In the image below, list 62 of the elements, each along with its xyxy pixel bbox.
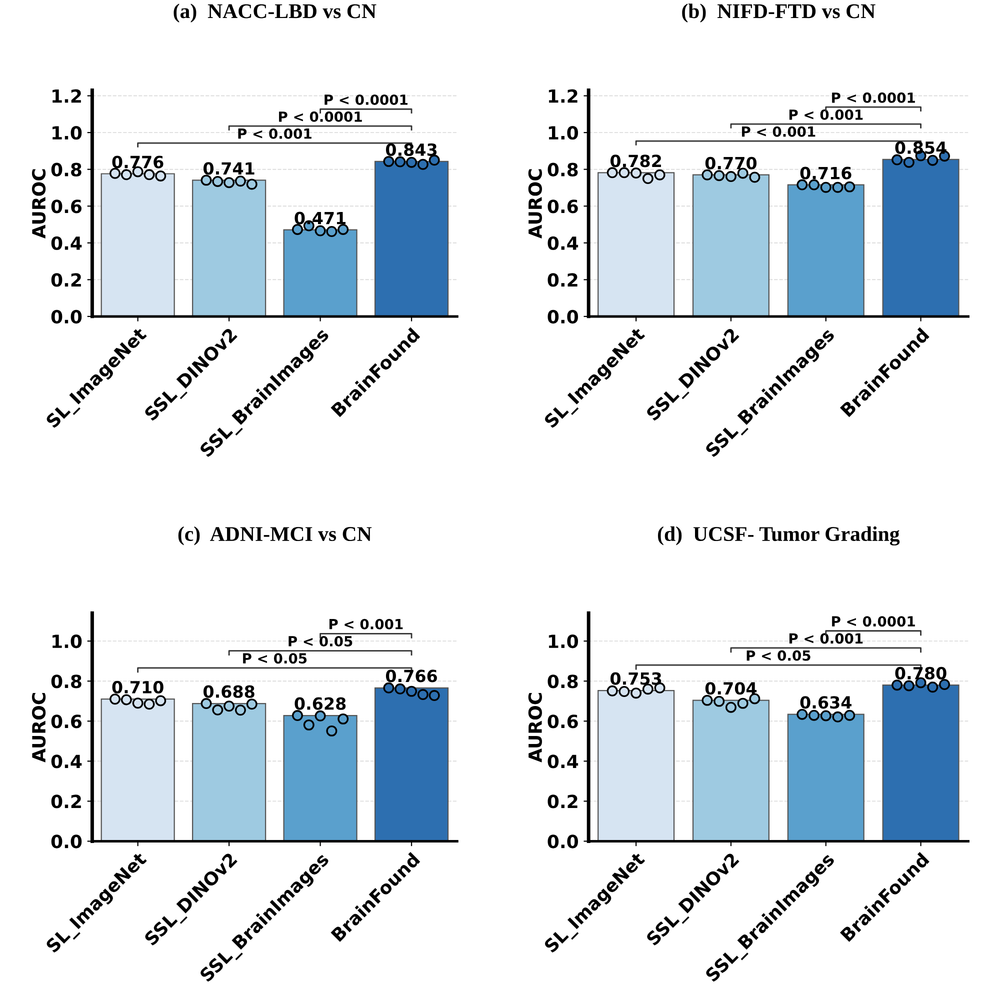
data-label: 0.710 (112, 680, 164, 694)
data-label: 0.843 (386, 143, 437, 156)
y-tick-label: 0.6 (51, 200, 82, 214)
chart-title: (c) ADNI-MCI vs CN (178, 526, 372, 546)
chart-title: (a) NACC-LBD vs CN (174, 4, 376, 22)
y-tick-label: 1.2 (52, 89, 81, 103)
data-label: 0.704 (705, 682, 757, 695)
annotation: P < 0.05 (746, 650, 810, 661)
data-label: 0.741 (204, 162, 254, 175)
y-tick-label: 0.2 (548, 273, 578, 287)
y-tick-label: 1.0 (52, 634, 82, 648)
y-tick-label: 0.2 (51, 273, 81, 287)
annotation: P < 0.0001 (832, 616, 915, 627)
data-label: 0.770 (705, 156, 757, 170)
data-label: 0.780 (895, 666, 946, 680)
chart-title: (d) UCSF- Tumor Grading (658, 526, 900, 546)
data-label: 0.776 (112, 156, 164, 168)
y-tick-label: 0.6 (548, 200, 578, 214)
data-label: 0.753 (610, 672, 662, 685)
y-tick-label: 0.0 (51, 310, 82, 324)
y-tick-label: 0.6 (51, 714, 82, 728)
y-axis-title: AUROC (32, 693, 46, 762)
data-label: 0.766 (386, 670, 437, 682)
annotation: P < 0.0001 (324, 94, 408, 105)
y-tick-label: 1.0 (548, 634, 578, 648)
y-tick-label: 0.8 (51, 674, 82, 688)
data-label: 0.471 (294, 212, 346, 224)
annotation: P < 0.05 (288, 636, 352, 646)
y-tick-label: 0.0 (51, 834, 82, 848)
y-tick-label: 0.2 (51, 794, 81, 808)
y-tick-label: 0.8 (51, 162, 82, 176)
y-tick-label: 0.4 (548, 754, 578, 768)
y-tick-label: 1.0 (52, 126, 82, 140)
y-tick-label: 1.2 (548, 89, 578, 103)
annotation: P < 0.05 (243, 653, 307, 664)
data-label: 0.854 (895, 141, 946, 154)
data-label: 0.782 (610, 154, 661, 168)
annotation: P < 0.001 (789, 633, 863, 644)
data-label: 0.628 (294, 697, 346, 710)
y-axis-title: AUROC (528, 169, 542, 239)
y-tick-label: 1.0 (548, 126, 578, 140)
data-label: 0.716 (800, 166, 852, 180)
data-label: 0.634 (800, 696, 852, 709)
y-tick-label: 0.8 (548, 674, 578, 688)
y-tick-label: 0.8 (548, 162, 578, 176)
y-tick-label: 0.0 (548, 310, 578, 324)
y-tick-label: 0.0 (548, 834, 578, 848)
data-label: 0.688 (204, 685, 254, 698)
y-tick-label: 0.2 (548, 794, 578, 808)
y-tick-label: 0.6 (548, 714, 578, 728)
y-tick-label: 0.4 (548, 236, 578, 250)
annotation: P < 0.001 (329, 618, 403, 630)
annotation: P < 0.0001 (832, 92, 915, 103)
annotation: P < 0.001 (742, 126, 816, 137)
y-tick-label: 0.4 (51, 754, 82, 768)
y-axis-title: AUROC (528, 693, 542, 762)
y-tick-label: 0.4 (51, 236, 82, 250)
annotation: P < 0.001 (789, 109, 863, 120)
annotation: P < 0.001 (238, 128, 312, 139)
y-axis-title: AUROC (32, 169, 46, 239)
chart-title: (b) NIFD-FTD vs CN (682, 4, 876, 22)
annotation: P < 0.0001 (279, 111, 362, 122)
